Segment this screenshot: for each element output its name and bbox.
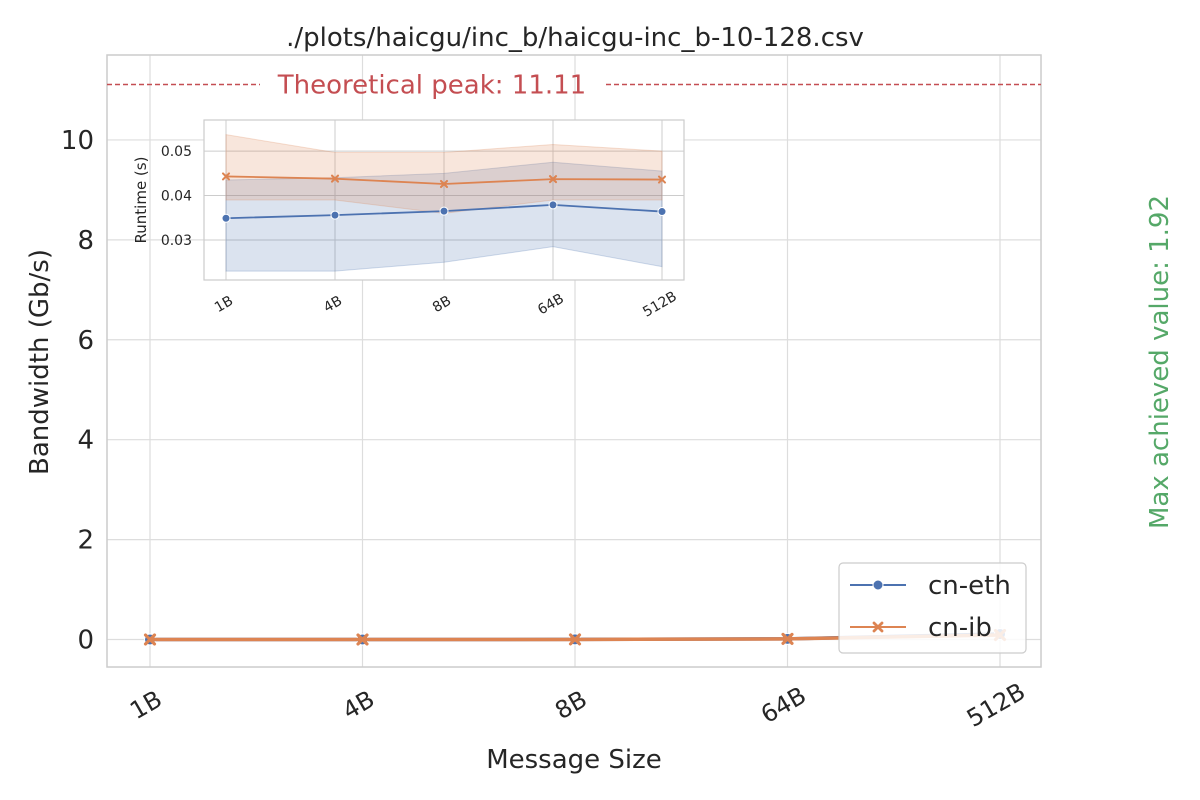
max-achieved-annotation: Max achieved value: 1.92 bbox=[1145, 195, 1175, 529]
x-tick-label: 64B bbox=[756, 681, 811, 729]
legend-label-cn-eth: cn-eth bbox=[928, 571, 1011, 601]
y-tick-label: 0 bbox=[77, 626, 94, 656]
x-tick-label: 1B bbox=[125, 685, 166, 725]
y-tick-label: 4 bbox=[77, 426, 94, 456]
y-axis-label: Bandwidth (Gb/s) bbox=[25, 249, 55, 475]
inset-y-tick-label: 0.03 bbox=[161, 233, 192, 249]
inset-y-axis-label: Runtime (s) bbox=[132, 157, 150, 244]
inset-data-point-cn-eth bbox=[222, 214, 230, 222]
x-axis-label: Message Size bbox=[486, 745, 662, 775]
chart-title: ./plots/haicgu/inc_b/haicgu-inc_b-10-128… bbox=[286, 23, 864, 53]
y-tick-label: 2 bbox=[77, 526, 94, 556]
x-tick-label: 8B bbox=[550, 685, 591, 725]
y-tick-label: 8 bbox=[77, 226, 94, 256]
inset-data-point-cn-eth bbox=[658, 208, 666, 216]
inset-y-tick-label: 0.05 bbox=[161, 144, 192, 160]
y-tick-label: 10 bbox=[61, 126, 94, 156]
legend-marker-cn-eth bbox=[873, 580, 883, 590]
inset-data-point-cn-eth bbox=[440, 207, 448, 215]
legend: cn-eth cn-ib bbox=[839, 563, 1026, 653]
theoretical-peak-label: Theoretical peak: 11.11 bbox=[277, 70, 586, 100]
inset-data-point-cn-eth bbox=[549, 201, 557, 209]
legend-label-cn-ib: cn-ib bbox=[928, 613, 992, 643]
x-tick-label: 4B bbox=[338, 685, 379, 725]
y-tick-label: 6 bbox=[77, 326, 94, 356]
inset-data-point-cn-eth bbox=[331, 211, 339, 219]
x-tick-label: 512B bbox=[962, 677, 1030, 732]
inset-y-tick-label: 0.04 bbox=[161, 189, 192, 205]
